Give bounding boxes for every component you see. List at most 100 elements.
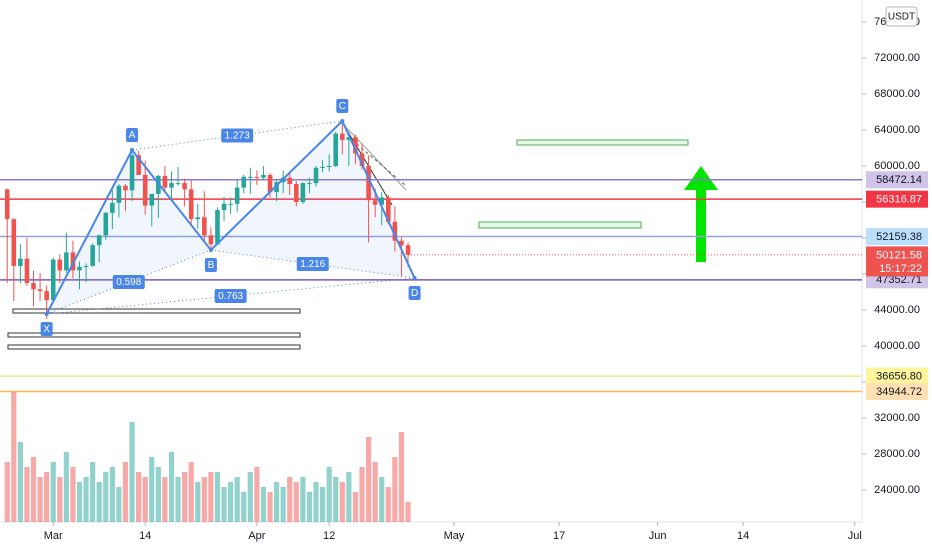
pattern-point — [208, 247, 213, 252]
pattern-label-box — [40, 322, 53, 337]
volume-bar — [116, 487, 122, 522]
candle-body — [359, 153, 365, 166]
volume-bar — [398, 432, 405, 522]
level-label-box — [866, 367, 928, 385]
candle-body — [340, 133, 345, 140]
volume-bar — [76, 482, 83, 522]
volume-bar — [175, 477, 181, 522]
zone-box — [516, 139, 689, 146]
volume-bar — [254, 467, 260, 522]
drawings — [7, 120, 718, 350]
volume-bar — [365, 437, 372, 522]
x-tick-label: 12 — [323, 530, 335, 542]
candle-body — [24, 258, 30, 283]
x-tick-label: 17 — [553, 530, 565, 542]
volume-bar — [326, 467, 332, 522]
candle-body — [44, 291, 49, 301]
x-tick-label: Apr — [248, 530, 265, 542]
volume-bar — [4, 462, 10, 522]
candle-body — [110, 202, 115, 213]
candle-body — [208, 235, 214, 245]
candle-body — [83, 265, 89, 267]
volume-bar — [182, 472, 188, 522]
level-label: 34944.72 — [876, 386, 922, 398]
candle-body — [346, 137, 352, 140]
volume-bar — [287, 477, 293, 522]
level-label-box — [866, 228, 928, 246]
pattern-point — [412, 275, 417, 280]
candle-body — [116, 185, 122, 203]
candle-body — [234, 187, 240, 204]
y-tick-label: 24000.00 — [874, 484, 920, 496]
volume-bar — [300, 477, 306, 522]
volume-bar — [103, 472, 109, 522]
volume-bar — [379, 477, 385, 522]
candle-body — [37, 289, 43, 292]
volume-bar — [17, 442, 23, 522]
ratio-box — [296, 256, 329, 271]
up-arrow — [684, 166, 718, 262]
candle-body — [182, 183, 187, 190]
candle-body — [149, 193, 155, 206]
y-tick-label: 68000.00 — [874, 88, 920, 100]
last-price-label: 50121.58 — [876, 249, 922, 261]
candle-body — [202, 217, 207, 236]
candle-body — [294, 183, 299, 202]
volume-bar — [234, 477, 240, 522]
ratio-line — [131, 120, 343, 151]
volume-bar — [313, 482, 319, 522]
candle-body — [136, 155, 141, 175]
level-label: 58472.14 — [876, 174, 922, 186]
candle-body — [248, 176, 253, 178]
candle-body — [366, 165, 371, 201]
range-box — [7, 332, 301, 338]
volume-bar — [339, 482, 345, 522]
volume-bar — [188, 462, 194, 522]
level-label: 36656.80 — [876, 370, 922, 382]
candle-body — [261, 174, 266, 178]
candle-body — [50, 259, 56, 301]
ratio-label: 1.216 — [300, 259, 325, 270]
currency-label: USDT — [888, 12, 915, 23]
y-tick-label: 28000.00 — [874, 448, 920, 460]
volume-bar — [267, 492, 273, 522]
candle-body — [169, 183, 174, 188]
volume-bar — [247, 472, 253, 522]
candle-body — [399, 240, 404, 246]
volume-bar — [405, 502, 411, 522]
candle-body — [57, 259, 63, 271]
volume-bar — [11, 392, 17, 522]
volume-bar — [221, 487, 227, 522]
candle-body — [228, 203, 233, 205]
level-label: 47352.71 — [876, 274, 922, 286]
volume-bar — [63, 452, 69, 522]
candle-body — [267, 174, 273, 193]
ratio-box — [112, 274, 145, 289]
volume-bar — [162, 477, 168, 522]
last-price-box — [866, 246, 928, 277]
candle-body — [11, 219, 17, 266]
volume-bar — [228, 482, 234, 522]
candle-body — [77, 266, 82, 271]
candle-body — [241, 176, 247, 188]
pattern-label-box — [204, 257, 217, 272]
candle-body — [287, 177, 293, 184]
pattern-label-box — [408, 285, 421, 300]
volume-bar — [260, 487, 267, 522]
pattern-label: C — [339, 101, 346, 112]
candle-body — [188, 189, 194, 220]
trend-line — [339, 120, 407, 191]
volume-bar — [306, 492, 313, 522]
candle-body — [300, 183, 306, 202]
range-box — [12, 308, 301, 314]
level-label-box — [866, 190, 928, 208]
volume-bar — [352, 492, 359, 522]
y-tick-label: 40000.00 — [874, 340, 920, 352]
volume-bar — [44, 472, 50, 522]
volume-bar — [83, 477, 89, 522]
pattern-label: X — [43, 324, 50, 335]
volume-bar — [319, 487, 326, 522]
volume-bar — [359, 467, 365, 522]
pattern-label: D — [411, 288, 418, 299]
candle-body — [18, 258, 23, 266]
